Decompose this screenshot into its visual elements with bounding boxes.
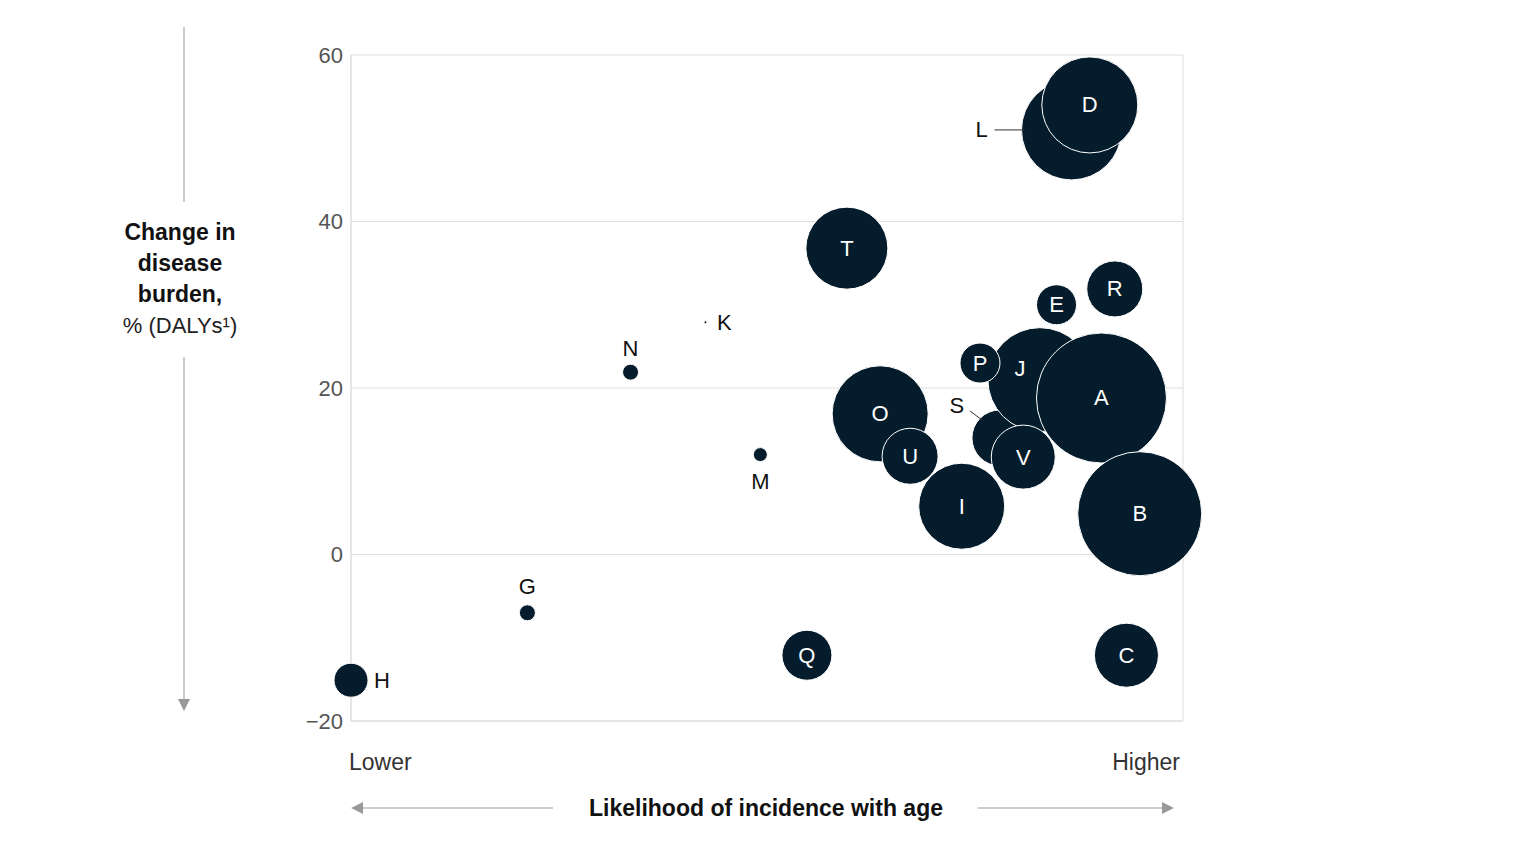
svg-text:Change in: Change in xyxy=(124,219,235,245)
svg-text:T: T xyxy=(840,236,853,261)
svg-text:I: I xyxy=(959,494,965,519)
svg-text:H: H xyxy=(374,668,390,693)
svg-text:burden,: burden, xyxy=(138,281,222,307)
svg-text:D: D xyxy=(1082,92,1098,117)
svg-text:Q: Q xyxy=(798,643,815,668)
svg-text:disease: disease xyxy=(138,250,222,276)
svg-text:% (DALYs¹): % (DALYs¹) xyxy=(123,313,238,338)
svg-text:40: 40 xyxy=(319,209,343,234)
svg-text:K: K xyxy=(717,310,732,335)
svg-text:60: 60 xyxy=(319,43,343,68)
svg-text:N: N xyxy=(623,336,639,361)
svg-text:S: S xyxy=(950,393,965,418)
svg-text:O: O xyxy=(872,401,889,426)
svg-text:V: V xyxy=(1016,445,1031,470)
svg-text:Lower: Lower xyxy=(349,749,412,775)
svg-text:Higher: Higher xyxy=(1112,749,1180,775)
svg-text:A: A xyxy=(1094,385,1109,410)
svg-text:R: R xyxy=(1107,276,1123,301)
svg-text:M: M xyxy=(751,469,769,494)
svg-text:P: P xyxy=(973,351,988,376)
svg-text:U: U xyxy=(902,444,918,469)
svg-text:E: E xyxy=(1049,292,1064,317)
svg-text:20: 20 xyxy=(319,376,343,401)
svg-text:J: J xyxy=(1014,356,1025,381)
svg-text:0: 0 xyxy=(331,542,343,567)
svg-text:G: G xyxy=(519,574,536,599)
svg-text:B: B xyxy=(1132,501,1147,526)
svg-text:Likelihood of incidence with a: Likelihood of incidence with age xyxy=(589,795,943,821)
svg-text:L: L xyxy=(975,117,987,142)
svg-text:−20: −20 xyxy=(306,709,343,734)
svg-text:C: C xyxy=(1118,643,1134,668)
